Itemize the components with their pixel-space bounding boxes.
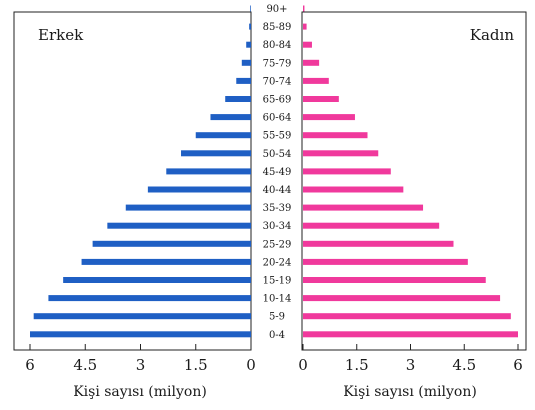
male-bar	[195, 132, 251, 139]
female-bar	[303, 204, 424, 211]
male-x-axis-ticks: 0 1.5 3 4.5 6	[25, 344, 256, 374]
female-bar	[303, 132, 368, 139]
male-bar	[63, 277, 252, 283]
female-x-axis-title: Kişi sayısı (milyon)	[343, 384, 477, 400]
age-group-label: 15-19	[263, 276, 292, 287]
male-x-tick-label: 1.5	[184, 356, 208, 374]
female-x-tick-label: 0	[298, 356, 308, 374]
male-x-tick-label: 3	[136, 356, 146, 374]
female-bar	[303, 96, 339, 102]
age-group-label: 60-64	[263, 113, 292, 124]
age-group-label: 90+	[266, 4, 287, 15]
female-bar	[303, 114, 355, 121]
female-bars	[303, 5, 518, 338]
male-bar	[166, 168, 251, 175]
female-bar	[303, 295, 501, 302]
male-x-tick-label: 6	[25, 356, 35, 374]
male-bar	[210, 114, 251, 121]
age-group-label: 40-44	[263, 185, 292, 196]
age-group-label: 30-34	[263, 221, 292, 232]
male-legend-label: Erkek	[38, 26, 84, 44]
male-bar	[125, 204, 251, 211]
male-bar	[249, 23, 251, 30]
male-bar	[246, 41, 251, 48]
male-bar	[107, 222, 251, 229]
female-legend-label: Kadın	[470, 26, 515, 44]
female-bar	[303, 313, 511, 320]
male-bar	[250, 5, 251, 12]
male-bar	[48, 295, 251, 302]
age-group-labels: 90+ 85-89 80-84 75-79 70-74 65-69 60-64 55-59 50…	[263, 4, 292, 341]
age-group-label: 50-54	[263, 149, 292, 160]
age-group-label: 25-29	[263, 239, 292, 250]
age-group-label: 5-9	[269, 312, 285, 323]
female-bar	[303, 222, 440, 229]
age-group-label: 0-4	[269, 330, 285, 341]
female-x-tick-label: 4.5	[452, 356, 476, 374]
age-group-label: 35-39	[263, 203, 292, 214]
male-x-tick-label: 0	[246, 356, 256, 374]
age-group-label: 45-49	[263, 167, 292, 178]
male-bar	[225, 96, 251, 102]
female-bar	[303, 5, 305, 12]
male-bar	[33, 313, 251, 320]
female-bar	[303, 23, 307, 30]
age-group-label: 10-14	[263, 294, 292, 305]
female-panel-frame	[301, 11, 527, 351]
male-bar	[30, 331, 251, 338]
age-group-label: 20-24	[263, 257, 292, 268]
age-group-label: 55-59	[263, 131, 292, 142]
female-bar	[303, 331, 518, 338]
age-group-label: 65-69	[263, 95, 292, 106]
female-bar	[303, 240, 454, 247]
male-bars	[30, 5, 252, 338]
male-bar	[147, 186, 251, 193]
male-bar	[241, 59, 251, 66]
female-bar	[303, 277, 486, 283]
female-x-tick-label: 3	[406, 356, 416, 374]
female-bar	[303, 77, 329, 84]
female-bar	[303, 168, 391, 175]
female-x-tick-label: 1.5	[345, 356, 369, 374]
male-x-axis-title: Kişi sayısı (milyon)	[73, 384, 207, 400]
female-x-tick-label: 6	[513, 356, 523, 374]
age-group-label: 70-74	[263, 76, 292, 87]
age-group-label: 75-79	[263, 58, 292, 69]
female-bar	[303, 59, 320, 66]
male-bar	[81, 258, 251, 265]
female-bar	[303, 258, 468, 265]
age-group-label: 80-84	[263, 40, 292, 51]
male-bar	[236, 77, 251, 84]
age-group-label: 85-89	[263, 22, 292, 33]
female-x-axis-ticks: 0 1.5 3 4.5 6	[298, 344, 523, 374]
male-bar	[181, 150, 251, 157]
female-bar	[303, 41, 312, 48]
male-bar	[92, 240, 251, 247]
female-bar	[303, 150, 379, 157]
male-x-tick-label: 4.5	[73, 356, 97, 374]
female-bar	[303, 186, 404, 193]
male-panel-frame	[13, 11, 252, 351]
